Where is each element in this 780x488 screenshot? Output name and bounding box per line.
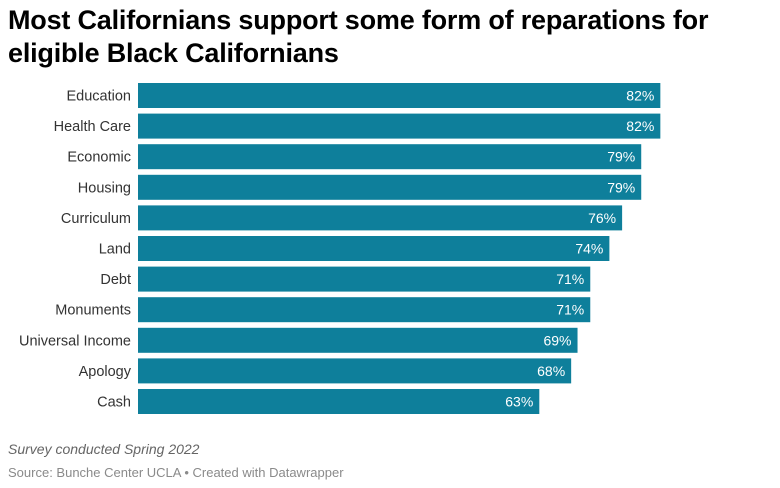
bar <box>138 205 623 231</box>
bar <box>138 266 591 292</box>
bar <box>138 113 661 139</box>
chart-title: Most Californians support some form of r… <box>8 5 709 68</box>
bar-value-label: 79% <box>607 179 635 195</box>
bar <box>138 358 572 384</box>
source-label: Source: <box>8 465 57 480</box>
category-label: Curriculum <box>61 211 131 227</box>
bar-value-label: 76% <box>588 210 616 226</box>
bar <box>138 83 661 108</box>
category-label: Housing <box>78 180 131 196</box>
category-label: Health Care <box>54 119 131 135</box>
bar-value-label: 79% <box>607 149 635 165</box>
bar-value-label: 71% <box>556 302 584 318</box>
category-label: Education <box>67 89 132 105</box>
source-name: Bunche Center UCLA <box>56 465 181 480</box>
bar-value-label: 69% <box>543 332 571 348</box>
category-label: Apology <box>79 364 132 380</box>
bar-value-label: 71% <box>556 271 584 287</box>
category-label: Monuments <box>55 303 131 319</box>
category-label: Debt <box>100 272 131 288</box>
bar <box>138 144 642 170</box>
chart-note: Survey conducted Spring 2022 <box>8 441 200 457</box>
bar-value-label: 68% <box>537 363 565 379</box>
bar <box>138 174 642 200</box>
bar <box>138 236 610 261</box>
bar <box>138 297 591 323</box>
source-line: Source: Bunche Center UCLA • Created wit… <box>8 465 344 480</box>
bar-value-label: 82% <box>626 88 654 104</box>
footer-separator: • <box>180 465 193 480</box>
bar-value-label: 63% <box>505 394 533 410</box>
category-label: Land <box>99 242 131 258</box>
bar <box>138 327 578 353</box>
bar-value-label: 82% <box>626 118 654 134</box>
category-label: Economic <box>67 150 131 166</box>
bar-chart: Education 82% Health Care 82% Economic 79% Hou… <box>19 83 661 414</box>
bar <box>138 389 540 414</box>
category-label: Cash <box>97 395 131 411</box>
bar-value-label: 74% <box>575 241 603 257</box>
credit-text: Created with Datawrapper <box>192 465 344 480</box>
category-label: Universal Income <box>19 333 131 349</box>
